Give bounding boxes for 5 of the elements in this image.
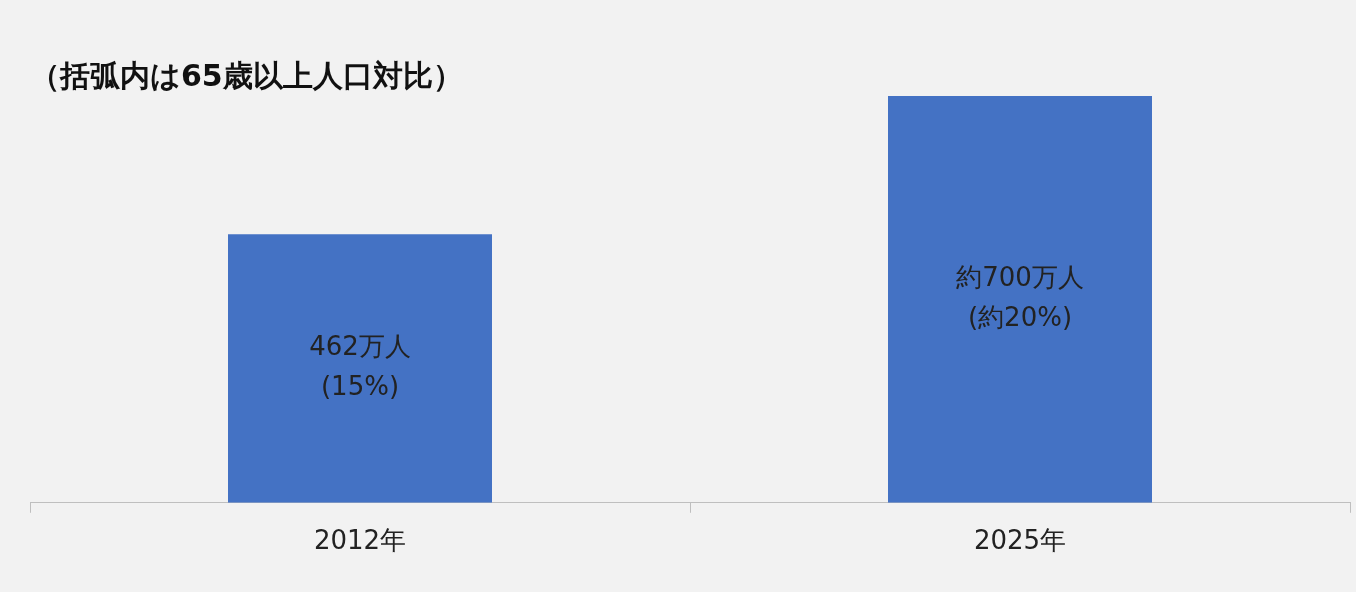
x-tick-label: 2012年 [313, 525, 407, 556]
x-tick-label: 2025年 [973, 525, 1067, 556]
data-label: 約700万人 (約20%) [956, 262, 1084, 333]
data-label: 462万人 (15%) [309, 331, 411, 402]
chart-title: （括弧内は65歳以上人口対比） [30, 57, 463, 93]
